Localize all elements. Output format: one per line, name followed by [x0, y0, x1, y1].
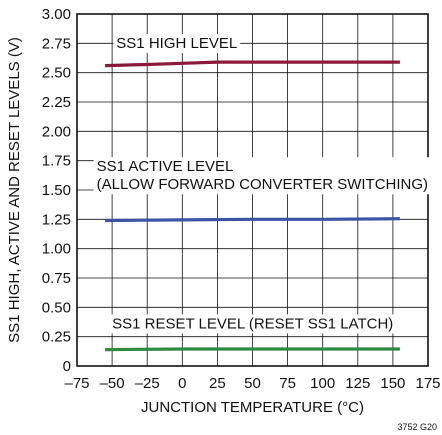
annotation-text: (ALLOW FORWARD CONVERTER SWITCHING): [97, 176, 428, 193]
annotation: SS1 ACTIVE LEVEL(ALLOW FORWARD CONVERTER…: [93, 157, 432, 195]
x-tick-label: 75: [279, 375, 296, 392]
y-tick-label: 2.00: [42, 123, 71, 140]
x-tick-label: 125: [345, 375, 370, 392]
annotation: SS1 RESET LEVEL (RESET SS1 LATCH): [109, 314, 397, 334]
series-group: [105, 60, 400, 352]
annotation-background: [109, 314, 397, 334]
annotations: SS1 HIGH LEVEL SS1 ACTIVE LEVEL(ALLOW FOR…: [93, 34, 432, 334]
figure-id: 3752 G20: [397, 422, 437, 432]
y-tick-label: 3.00: [42, 6, 71, 23]
annotation-text: SS1 HIGH LEVEL: [116, 35, 237, 52]
annotation-background: [113, 34, 241, 54]
y-tick-label: 2.25: [42, 94, 71, 111]
annotation-text: SS1 ACTIVE LEVEL: [97, 158, 234, 175]
x-tick-label: 175: [415, 375, 440, 392]
y-tick-labels: 0 0.25 0.50 0.75 1.00 1.25 1.50 1.75 2.00 2.25 2.5…: [42, 6, 71, 375]
y-tick-label: 2.50: [42, 65, 71, 82]
x-tick-label: –25: [135, 375, 160, 392]
x-tick-label: 100: [310, 375, 335, 392]
y-tick-label: 1.00: [42, 241, 71, 258]
x-tick-label: 25: [209, 375, 226, 392]
series-line-reset-level: [105, 347, 400, 352]
y-axis-label: SS1 HIGH, ACTIVE AND RESET LEVELS (V): [6, 37, 23, 343]
y-tick-label: 1.25: [42, 211, 71, 228]
series-line-high-level: [105, 60, 400, 68]
annotation: SS1 HIGH LEVEL: [113, 34, 241, 54]
y-tick-label: 0.75: [42, 270, 71, 287]
x-tick-label: 0: [178, 375, 186, 392]
x-tick-label: –50: [100, 375, 125, 392]
y-tick-label: 1.75: [42, 153, 71, 170]
x-axis-label: JUNCTION TEMPERATURE (°C): [141, 399, 364, 416]
series-line-active-level: [105, 217, 400, 223]
x-tick-labels: –75 –50 –25 0 25 50 75 100 125 150 175: [64, 375, 440, 392]
x-tick-label: 150: [380, 375, 405, 392]
y-tick-label: 1.50: [42, 182, 71, 199]
y-tick-label: 0: [63, 358, 71, 375]
x-tick-label: 50: [244, 375, 261, 392]
annotation-background: [93, 157, 432, 195]
y-tick-label: 0.25: [42, 329, 71, 346]
y-tick-label: 0.50: [42, 299, 71, 316]
annotation-text: SS1 RESET LEVEL (RESET SS1 LATCH): [112, 315, 393, 332]
x-tick-label: –75: [64, 375, 89, 392]
y-tick-label: 2.75: [42, 35, 71, 52]
